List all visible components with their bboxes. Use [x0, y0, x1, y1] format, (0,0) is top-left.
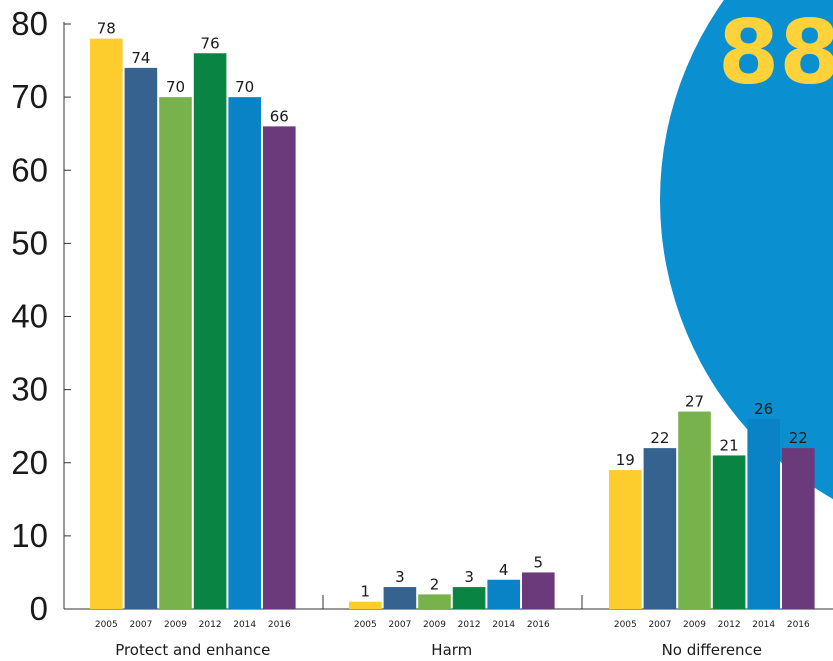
bar: [643, 448, 677, 609]
category-label: Harm: [431, 641, 472, 659]
year-tick-label: 2014: [233, 620, 256, 630]
bar: [228, 97, 261, 609]
category-labels: Protect and enhance Harm No difference: [115, 641, 762, 659]
category-label: No difference: [662, 641, 762, 659]
bar: [159, 97, 192, 609]
bar: [782, 448, 815, 609]
bar-value-label: 21: [720, 436, 739, 454]
bar-value-label: 5: [534, 553, 544, 571]
year-tick-label: 2012: [458, 620, 481, 630]
bar-value-label: 1: [361, 583, 371, 601]
y-tick-label: 70: [11, 78, 48, 115]
bar: [712, 455, 746, 609]
year-tick-label: 2014: [752, 620, 775, 630]
bar-value-label: 3: [464, 568, 474, 586]
bar-value-label: 22: [789, 429, 808, 447]
y-tick-label: 0: [30, 590, 48, 627]
callout-circle: [660, 0, 833, 500]
year-tick-label: 2012: [718, 620, 741, 630]
year-tick-label: 2009: [164, 620, 187, 630]
year-tick-label: 2016: [527, 620, 550, 630]
year-tick-label: 2014: [492, 620, 515, 630]
y-tick-label: 10: [11, 517, 48, 554]
bar: [747, 418, 780, 609]
year-tick-label: 2005: [354, 620, 377, 630]
bar-value-label: 2: [430, 575, 440, 593]
year-tick-label: 2016: [268, 620, 291, 630]
year-tick-label: 2007: [388, 620, 411, 630]
y-tick-label: 60: [11, 151, 48, 188]
bar: [487, 579, 520, 609]
bar-value-label: 26: [754, 400, 773, 418]
bar: [522, 572, 555, 609]
year-tick-label: 2009: [683, 620, 706, 630]
year-tick-label: 2007: [129, 620, 152, 630]
year-tick-label: 2005: [614, 620, 637, 630]
bar: [418, 594, 451, 609]
bar-value-label: 70: [166, 78, 185, 96]
year-tick-label: 2007: [648, 620, 671, 630]
bar-value-labels: 78 74 70 76 70 66 1 3 2 3 4 5 19 22 27 21 26 22: [97, 20, 808, 601]
bar: [609, 470, 642, 609]
bar: [678, 411, 711, 609]
bar-value-label: 4: [499, 561, 509, 579]
y-tick-label: 40: [11, 298, 48, 335]
bars: [90, 38, 815, 609]
y-tick-label: 80: [11, 5, 48, 42]
bar: [452, 587, 486, 609]
bar-value-label: 19: [616, 451, 635, 469]
bar: [263, 126, 296, 609]
year-labels: 2005 2007 2009 2012 2014 2016 2005 2007 2009 2012…: [95, 620, 810, 630]
year-tick-label: 2005: [95, 620, 118, 630]
year-tick-label: 2009: [423, 620, 446, 630]
year-tick-label: 2016: [787, 620, 810, 630]
bar: [124, 67, 158, 609]
category-label: Protect and enhance: [115, 641, 270, 659]
y-tick-label: 20: [11, 444, 48, 481]
bar-value-label: 22: [650, 429, 669, 447]
bar-value-label: 66: [270, 107, 289, 125]
bar: [383, 587, 417, 609]
bar-value-label: 76: [201, 34, 220, 52]
bar: [90, 38, 123, 609]
y-axis-ticks: 0 10 20 30 40 50 60 70 80: [11, 5, 71, 627]
y-tick-label: 30: [11, 371, 48, 408]
bar: [349, 601, 382, 609]
bar-value-label: 70: [235, 78, 254, 96]
bar-value-label: 78: [97, 20, 116, 38]
callout: 88: [660, 0, 833, 500]
year-tick-label: 2012: [199, 620, 222, 630]
bar-value-label: 27: [685, 393, 704, 411]
bar-value-label: 3: [395, 568, 405, 586]
bar-value-label: 74: [131, 49, 150, 67]
y-tick-label: 50: [11, 224, 48, 261]
bar: [193, 53, 227, 609]
callout-number: 88: [718, 1, 833, 104]
